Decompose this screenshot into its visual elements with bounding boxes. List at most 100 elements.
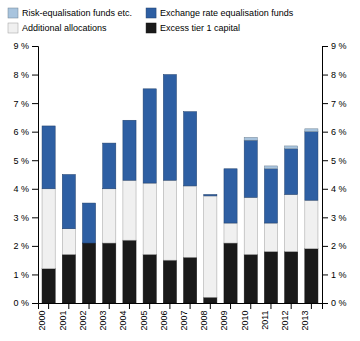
y-tick: 4 % <box>13 184 38 194</box>
legend-item: Exchange rate equalisation funds <box>146 8 294 18</box>
y2-tick: 5 % <box>322 156 347 166</box>
bar-segment <box>123 240 136 303</box>
y-tick: 6 % <box>13 127 38 137</box>
x-tick-label: 2011 <box>260 310 270 329</box>
y-tick-label: 1 % <box>13 270 29 280</box>
bar-segment <box>103 143 116 144</box>
x-tick: 2006 <box>159 303 170 330</box>
bar-segment <box>62 254 75 303</box>
y-tick: 9 % <box>13 41 38 51</box>
x-tick-label: 2003 <box>98 310 108 330</box>
y-axis-line <box>32 47 39 304</box>
y-tick-label: 6 % <box>13 127 29 137</box>
y2-tick-label: 8 % <box>331 70 347 80</box>
x-tick-mark <box>230 303 231 309</box>
x-tick-label: 2005 <box>139 310 149 330</box>
legend-label: Additional allocations <box>22 23 107 33</box>
y-tick-label: 7 % <box>13 98 29 108</box>
bar-segment <box>62 175 75 229</box>
bar-segment <box>305 132 318 201</box>
y2-tick: 8 % <box>322 70 347 80</box>
y2-tick-label: 7 % <box>331 98 347 108</box>
bar-segment <box>285 194 298 251</box>
x-tick: 2005 <box>139 303 150 330</box>
y2-tick-label: 4 % <box>331 184 347 194</box>
y2-tick: 9 % <box>322 41 347 51</box>
x-tick: 2010 <box>240 303 251 330</box>
bar-segment <box>285 252 298 303</box>
legend-swatch <box>146 8 156 18</box>
bar-segment <box>264 169 277 223</box>
y2-tick-mark <box>322 160 328 161</box>
y2-axis: 0 %1 %2 %3 %4 %5 %6 %7 %8 %9 % <box>322 41 347 308</box>
bar-segment <box>82 203 95 243</box>
y-tick-mark <box>32 303 38 304</box>
bar-segment <box>285 146 298 149</box>
legend: Risk-equalisation funds etc.Exchange rat… <box>8 8 294 33</box>
chart: 2000200120022003200420052006200720082009… <box>0 0 360 341</box>
y-tick-label: 8 % <box>13 70 29 80</box>
bar-segment <box>143 88 156 89</box>
bar-segment <box>42 269 55 303</box>
legend-swatch <box>8 8 18 18</box>
x-tick: 2007 <box>179 303 190 330</box>
x-tick: 2002 <box>78 303 89 330</box>
y-tick-mark <box>32 160 38 161</box>
x-tick-mark <box>210 303 211 309</box>
x-tick: 2003 <box>98 303 109 330</box>
bar-segment <box>123 180 136 240</box>
y-tick-mark <box>32 217 38 218</box>
plot: 2000200120022003200420052006200720082009… <box>13 41 346 330</box>
bar-segment <box>285 149 298 195</box>
y2-tick: 2 % <box>322 241 347 251</box>
bar-segment <box>184 186 197 257</box>
x-tick: 2001 <box>58 303 69 330</box>
x-tick: 2013 <box>300 303 311 330</box>
bar-segment <box>224 168 237 169</box>
legend-item: Additional allocations <box>8 23 107 33</box>
bar-segment <box>62 174 75 175</box>
y2-tick: 7 % <box>322 98 347 108</box>
y2-tick-mark <box>322 217 328 218</box>
y-tick-mark <box>32 103 38 104</box>
y2-tick: 3 % <box>322 213 347 223</box>
y-tick-mark <box>32 46 38 47</box>
x-tick: 2012 <box>280 303 291 330</box>
bar-segment <box>184 111 197 112</box>
y-tick: 1 % <box>13 270 38 280</box>
bar-segment <box>244 137 257 140</box>
y2-tick-mark <box>322 103 328 104</box>
y2-tick-label: 9 % <box>331 41 347 51</box>
y-tick-mark <box>32 274 38 275</box>
x-tick: 2004 <box>118 303 129 330</box>
y-tick-label: 3 % <box>13 213 29 223</box>
y2-tick: 0 % <box>322 298 347 308</box>
y-tick-mark <box>32 132 38 133</box>
x-tick: 2009 <box>219 303 230 330</box>
x-tick-label: 2012 <box>280 310 290 330</box>
bar-segment <box>204 194 217 195</box>
y-tick-label: 0 % <box>13 298 29 308</box>
y2-tick-label: 5 % <box>331 156 347 166</box>
bars <box>42 75 318 303</box>
bar-segment <box>163 180 176 260</box>
x-tick: 2008 <box>199 303 210 330</box>
x-tick-mark <box>250 303 251 309</box>
bar-segment <box>103 189 116 243</box>
bar-segment <box>305 129 318 132</box>
bar-segment <box>184 112 197 186</box>
x-tick: 2011 <box>260 303 271 330</box>
x-tick-label: 2010 <box>240 310 250 330</box>
x-tick-mark <box>270 303 271 309</box>
y-tick-mark <box>32 75 38 76</box>
y2-tick: 4 % <box>322 184 347 194</box>
bar-segment <box>42 189 55 269</box>
y2-tick-mark <box>322 132 328 133</box>
bar-segment <box>224 223 237 243</box>
x-tick-mark <box>169 303 170 309</box>
bar-segment <box>143 183 156 254</box>
bar-segment <box>244 254 257 303</box>
y2-tick-mark <box>322 189 328 190</box>
y-tick-label: 2 % <box>13 241 29 251</box>
legend-label: Excess tier 1 capital <box>160 23 240 33</box>
